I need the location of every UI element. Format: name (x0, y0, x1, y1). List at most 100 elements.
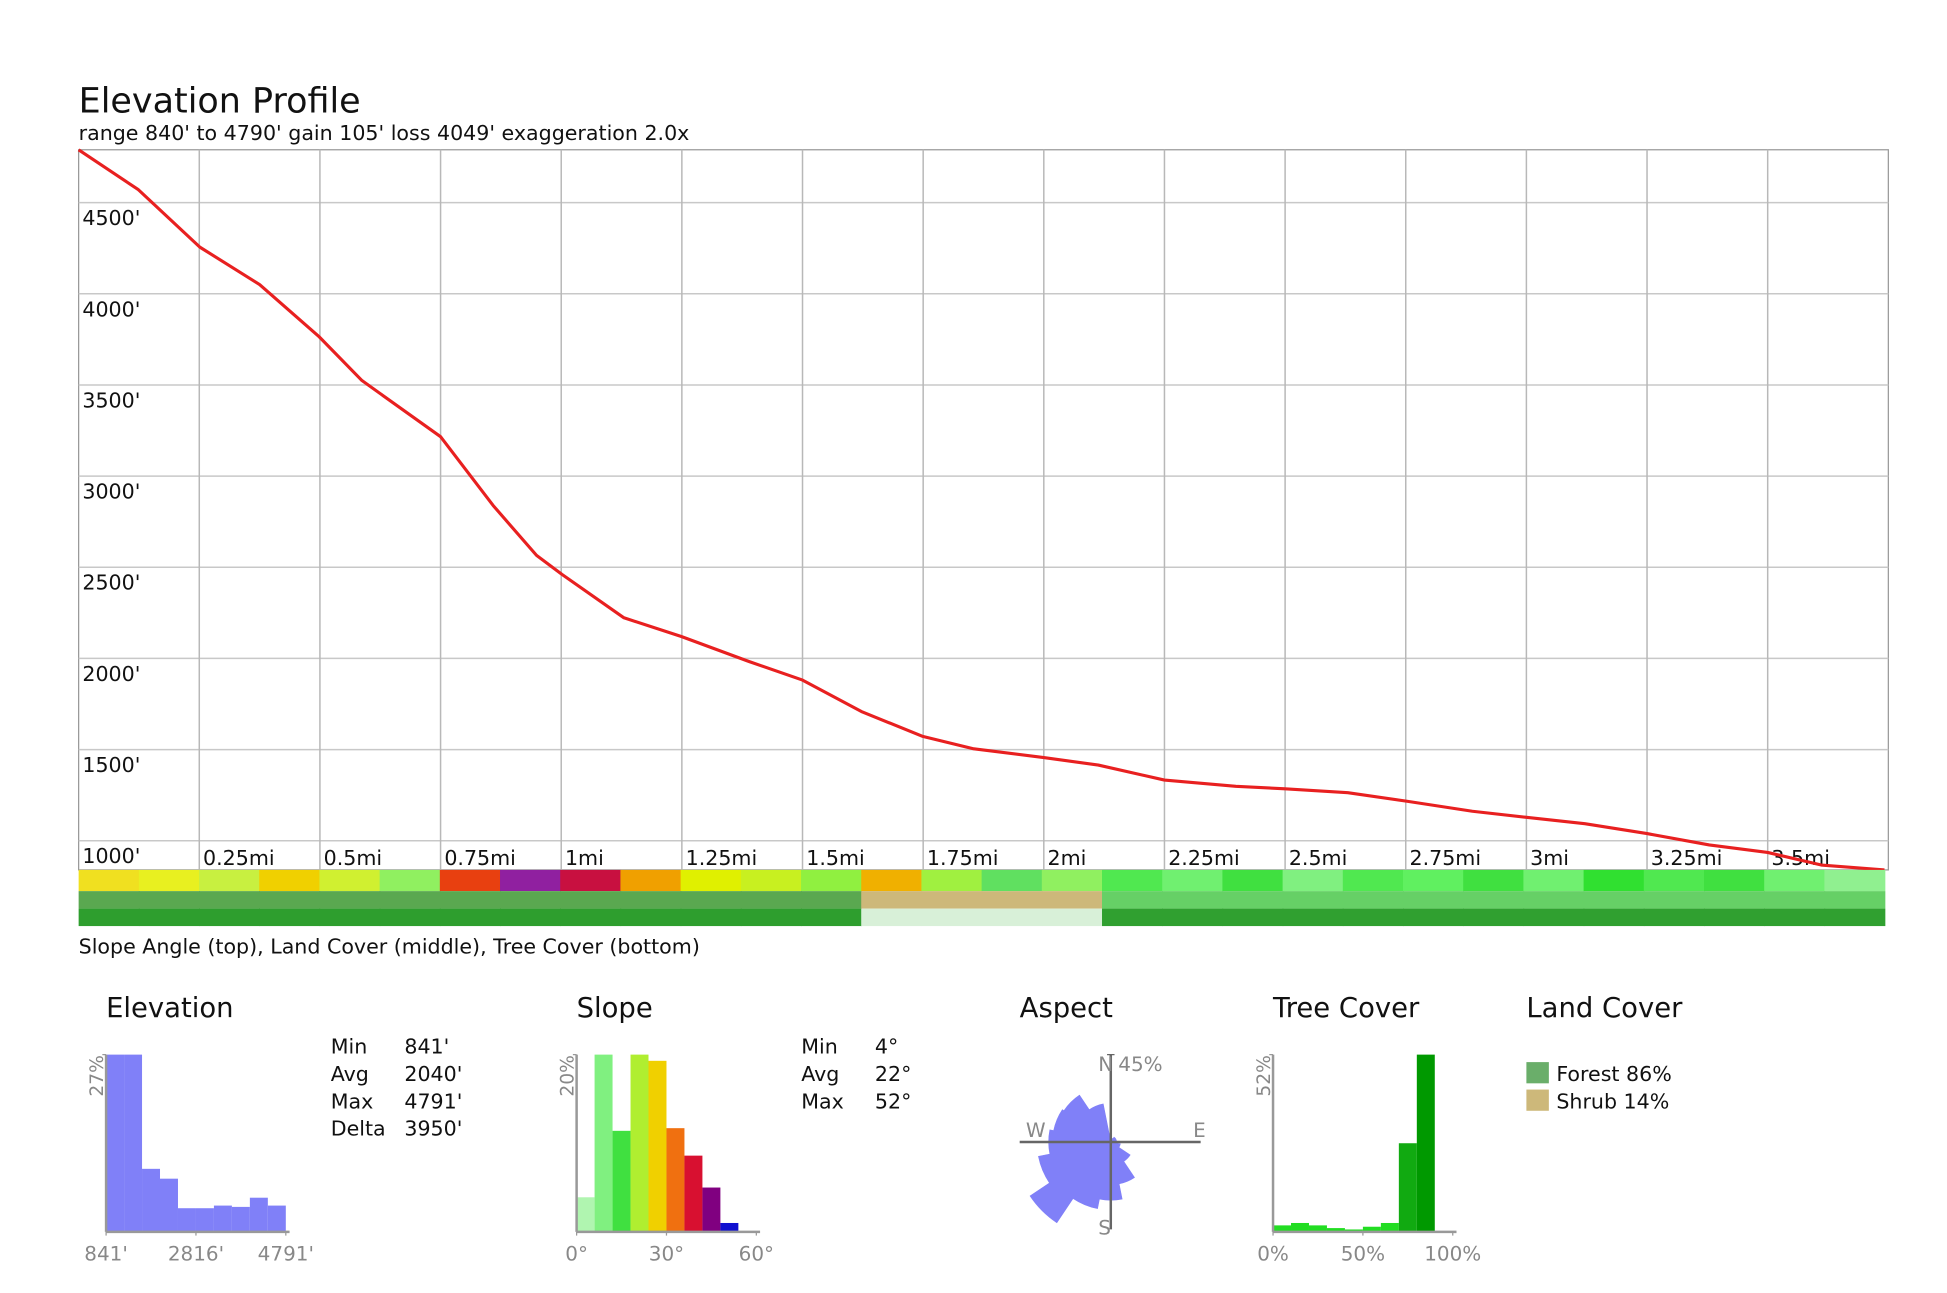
slope-strip-segment (199, 869, 260, 892)
aspect-petal (1063, 1094, 1112, 1143)
tree-cover-strip-segment (560, 908, 622, 927)
tree-cover-strip-segment (921, 908, 983, 927)
land-cover-strip-segment (1523, 891, 1585, 909)
strip-caption: Slope Angle (top), Land Cover (middle), … (79, 935, 700, 959)
land-cover-strip-segment (259, 891, 321, 909)
land-cover-strip-segment (1403, 891, 1464, 909)
x-tick-label: 1mi (565, 846, 604, 870)
stat-value: 22° (875, 1062, 911, 1086)
legend-label: Shrub 14% (1556, 1089, 1669, 1113)
y-tick-label: 3500' (82, 388, 140, 412)
land-cover-strip-segment (921, 891, 983, 909)
land-cover-strip-segment (1643, 891, 1705, 909)
slope-strip-segment (379, 869, 441, 892)
tree-cover-strip-segment (680, 908, 742, 927)
tree-cover-strip-segment (801, 908, 862, 927)
land-cover-strip-segment (861, 891, 923, 909)
histogram-bar (177, 1208, 196, 1232)
chart-title: Elevation Profile (79, 81, 361, 121)
y-tick-label: 1500' (82, 753, 140, 777)
plot-area (78, 149, 1889, 871)
histogram-bar (720, 1222, 739, 1232)
elevation-line (77, 148, 1885, 872)
tree-cover-strip-segment (500, 908, 561, 927)
slope-strip-segment (1583, 869, 1645, 892)
x-tick-label: 0° (565, 1242, 588, 1266)
y-tick-label: 4500' (82, 206, 140, 230)
histogram-bar (1362, 1226, 1381, 1232)
radius-tick-label: 45% (1118, 1052, 1162, 1076)
histogram-bar (576, 1197, 595, 1232)
histogram-bar (249, 1197, 268, 1232)
histogram-bar (1326, 1228, 1345, 1232)
histogram-bar (1273, 1225, 1292, 1232)
tree-cover-strip-segment (740, 908, 802, 927)
tree-cover-strip-segment (1102, 908, 1163, 927)
slope-strip-segment (1162, 869, 1224, 892)
stat-name: Delta (331, 1117, 386, 1141)
slope-strip-segment (1463, 869, 1525, 892)
compass-label: S (1098, 1215, 1111, 1239)
stat-name: Avg (801, 1062, 839, 1086)
land-cover-strip-segment (1463, 891, 1525, 909)
panel-title: Aspect (1020, 993, 1113, 1024)
land-cover-strip-segment (680, 891, 742, 909)
stat-name: Min (331, 1034, 368, 1058)
aspect-petal (1038, 1141, 1111, 1184)
x-tick-label: 0% (1257, 1242, 1289, 1266)
x-tick-label: 3.25mi (1651, 846, 1723, 870)
slope-strip-segment (1342, 869, 1404, 892)
tree-cover-strip-segment (1463, 908, 1525, 927)
slope-strip-segment (1222, 869, 1284, 892)
tree-cover-strip-segment (1764, 908, 1826, 927)
slope-strip-segment (861, 869, 923, 892)
slope-strip-segment (1764, 869, 1826, 892)
tree-cover-strip-segment (1222, 908, 1284, 927)
histogram-bar (106, 1054, 125, 1232)
y-tick-label: 2500' (82, 571, 140, 595)
histogram-bar (630, 1054, 649, 1232)
tree-cover-strip-segment (319, 908, 381, 927)
panel-title: Land Cover (1526, 993, 1683, 1024)
aspect-petal (1088, 1103, 1112, 1143)
histogram-bar (594, 1054, 613, 1232)
slope-strip-segment (439, 869, 501, 892)
x-tick-label: 0.25mi (203, 846, 275, 870)
tree-cover-strip-segment (379, 908, 441, 927)
land-cover-strip-segment (620, 891, 682, 909)
histogram-bar (160, 1178, 178, 1232)
histogram-bar (1308, 1225, 1327, 1232)
slope-strip-segment (259, 869, 321, 892)
y-tick-label: 3000' (82, 480, 140, 504)
tree-cover-strip-segment (1583, 908, 1645, 927)
slope-strip-segment (801, 869, 862, 892)
histogram-bar (231, 1206, 250, 1232)
land-cover-strip-segment (801, 891, 862, 909)
stat-value: 52° (875, 1089, 911, 1113)
tree-cover-strip-segment (1162, 908, 1224, 927)
stat-value: 3950' (404, 1117, 462, 1141)
x-tick-label: 2.75mi (1409, 846, 1481, 870)
land-cover-strip-segment (1583, 891, 1645, 909)
histogram-bar (1380, 1222, 1399, 1232)
stat-name: Avg (331, 1062, 369, 1086)
tree-cover-strip-segment (861, 908, 923, 927)
x-tick-label: 2mi (1048, 846, 1087, 870)
slope-strip-segment (1282, 869, 1344, 892)
slope-strip-segment (981, 869, 1043, 892)
slope-strip-segment (319, 869, 381, 892)
land-cover-strip-segment (740, 891, 802, 909)
land-cover-strip-segment (981, 891, 1043, 909)
tree-cover-strip-segment (199, 908, 260, 927)
panel-title: Tree Cover (1272, 993, 1420, 1024)
aspect-petal (1029, 1141, 1112, 1224)
land-cover-strip-segment (500, 891, 561, 909)
histogram-bar (1416, 1054, 1435, 1232)
histogram-bar (684, 1155, 703, 1232)
tree-cover-strip-segment (1041, 908, 1103, 927)
slope-strip-segment (500, 869, 561, 892)
land-cover-strip-segment (1824, 891, 1886, 909)
land-cover-strip-segment (1162, 891, 1224, 909)
x-tick-label: 1.75mi (927, 846, 999, 870)
slope-strip-segment (921, 869, 983, 892)
